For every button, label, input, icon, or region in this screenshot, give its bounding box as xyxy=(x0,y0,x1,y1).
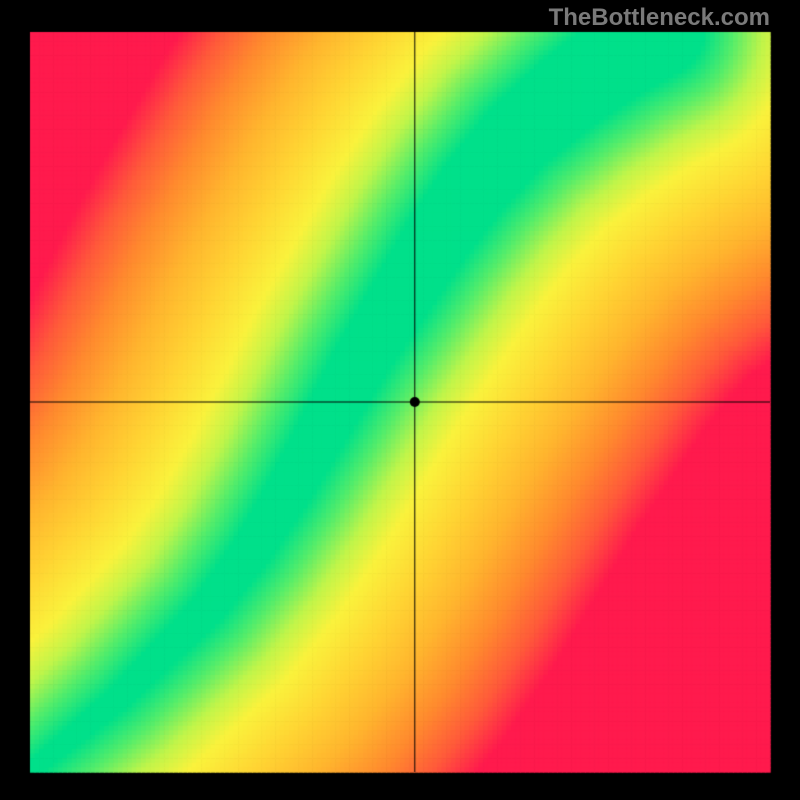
bottleneck-heatmap xyxy=(0,0,800,800)
watermark-label: TheBottleneck.com xyxy=(549,4,770,32)
chart-container: TheBottleneck.com xyxy=(0,0,800,800)
